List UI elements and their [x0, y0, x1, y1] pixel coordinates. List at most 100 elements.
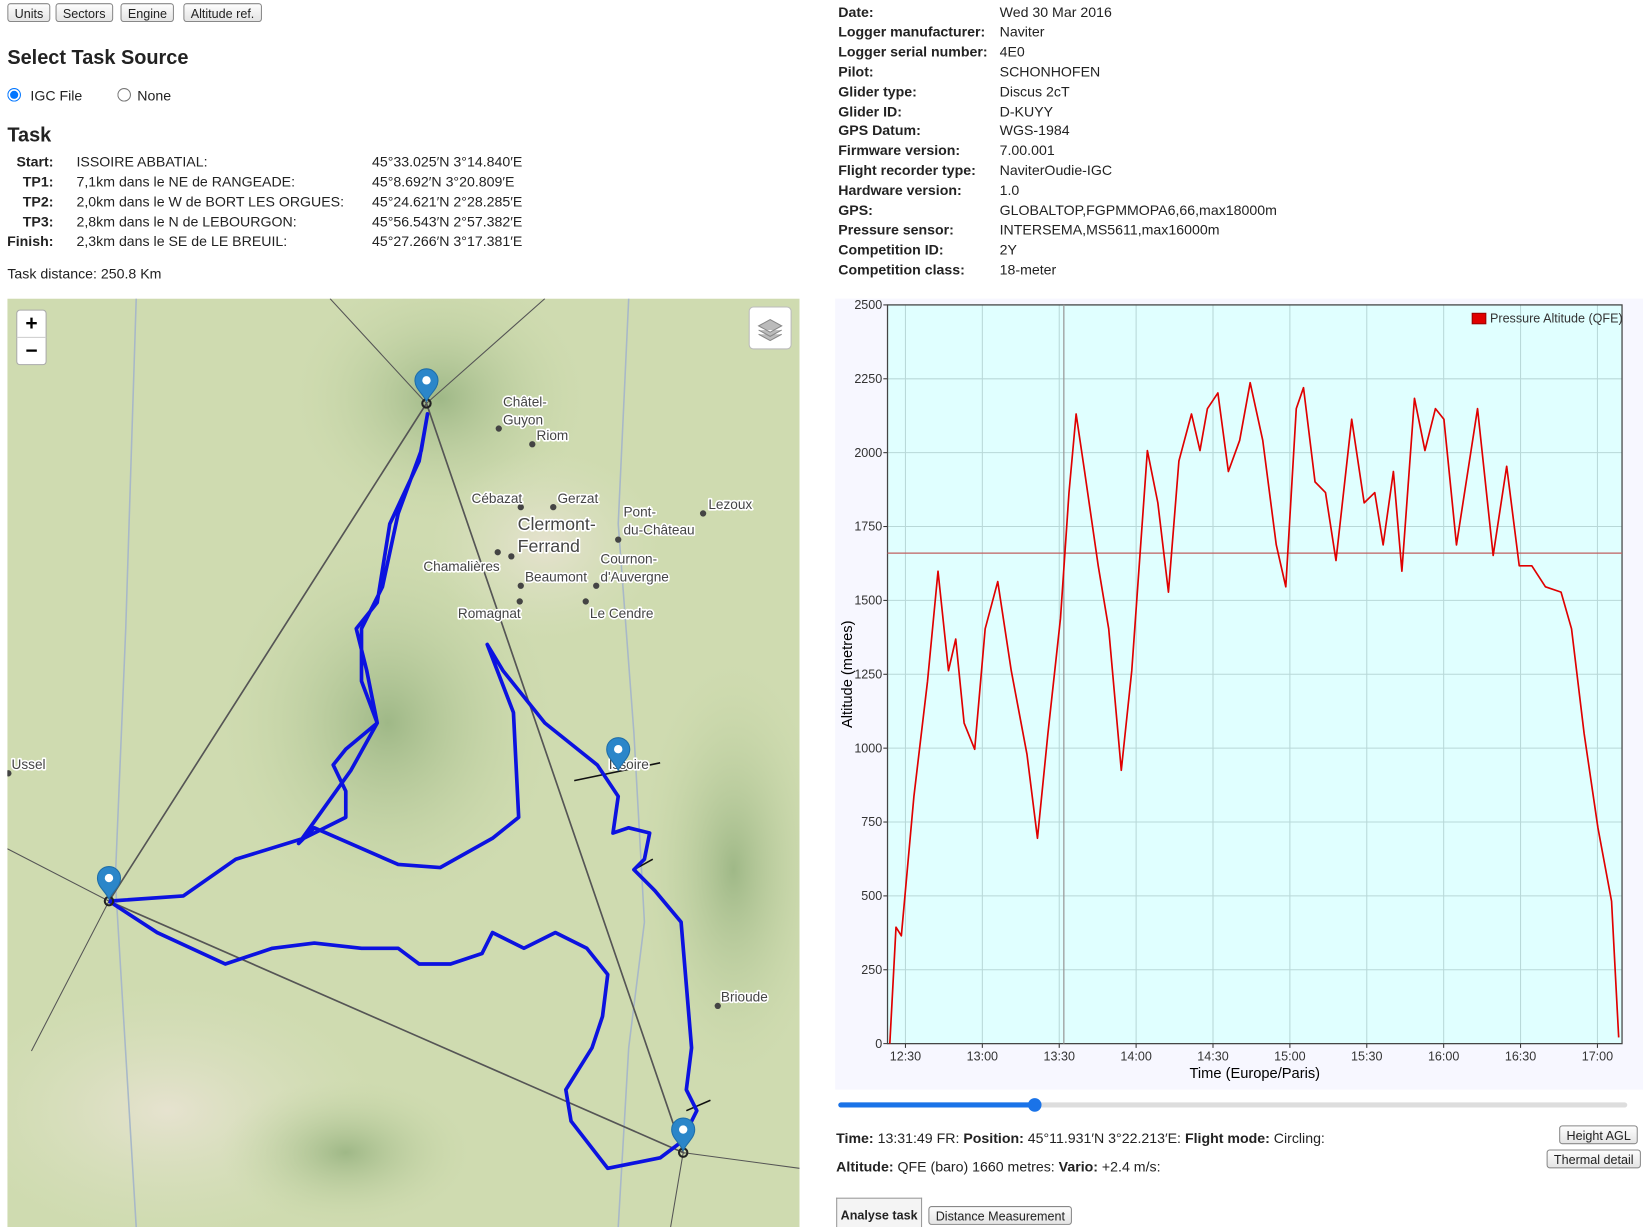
y-tick-label: 1750	[854, 520, 882, 534]
slider-fill	[838, 1102, 1036, 1108]
place-label: Châtel-	[503, 395, 547, 410]
info-label: Logger manufacturer:	[838, 23, 986, 40]
info-label: Competition class:	[838, 261, 965, 278]
status-label: Flight mode:	[1184, 1130, 1270, 1147]
status-label: Position:	[963, 1130, 1024, 1147]
info-label: GPS Datum:	[838, 123, 921, 139]
info-label: Flight recorder type:	[838, 162, 976, 179]
pin[interactable]	[606, 737, 631, 772]
info-label: Glider type:	[838, 83, 917, 100]
analyse-tab[interactable]: Analyse task	[836, 1197, 923, 1228]
x-tick-label: 15:30	[1351, 1049, 1382, 1063]
place-label: Le Cendre	[590, 606, 654, 621]
layers-control[interactable]	[748, 306, 792, 350]
status-value: QFE (baro) 1660 metres:	[897, 1158, 1055, 1175]
status-label: Vario:	[1058, 1158, 1098, 1175]
task-row-coords: 45°27.266′N 3°17.381′E	[371, 233, 523, 250]
pin[interactable]	[414, 368, 439, 409]
pin[interactable]	[96, 866, 122, 907]
y-tick-label: 0	[875, 1037, 882, 1051]
info-value: GLOBALTOP,FGPMMOPA6,66,max18000m	[999, 202, 1277, 218]
status-value: 45°11.931′N 3°22.213′E:	[1027, 1130, 1182, 1147]
place-label: Cournon-	[600, 552, 657, 567]
map[interactable]: Châtel- Guyon Riom Cébazat Gerzat Clermo…	[7, 298, 800, 1228]
zoom-control: + −	[16, 309, 47, 366]
igc-radio[interactable]	[7, 88, 21, 102]
task-row-name: 7,1km dans le NE de RANGEADE:	[76, 173, 296, 190]
x-axis-label: Time (Europe/Paris)	[1189, 1066, 1320, 1082]
info-label: Glider ID:	[838, 103, 902, 119]
place-label: Gerzat	[557, 491, 598, 506]
sectors-button[interactable]: Sectors	[55, 3, 113, 23]
info-label: GPS:	[838, 202, 873, 218]
place-dots	[7, 425, 721, 1010]
distance-tab[interactable]: Distance Measurement	[928, 1206, 1073, 1225]
plot-border	[886, 304, 1623, 1045]
info-label: Logger serial number:	[838, 43, 988, 60]
turnpoint-markers	[96, 368, 696, 1158]
place-label: Ferrand	[518, 536, 580, 556]
info-label: Pilot:	[838, 63, 874, 80]
info-value: WGS-1984	[999, 123, 1070, 139]
info-value: 1.0	[999, 182, 1020, 199]
y-axis-label: Altitude (metres)	[840, 621, 856, 729]
slider-knob[interactable]	[1027, 1098, 1042, 1112]
none-radio[interactable]	[117, 88, 131, 102]
task-triangle	[107, 401, 685, 1155]
info-label: Pressure sensor:	[838, 222, 954, 238]
terrain	[639, 660, 800, 1080]
place-label: Guyon	[503, 412, 543, 427]
info-value: 18-meter	[999, 261, 1057, 278]
terrain	[220, 1079, 472, 1226]
igc-label: IGC File	[30, 88, 83, 104]
info-label: Hardware version:	[838, 182, 962, 199]
status-line-2: Altitude: QFE (baro) 1660 metres: Vario:…	[836, 1159, 1160, 1175]
zoom-out[interactable]: −	[25, 339, 37, 362]
place-label: Ussel	[12, 757, 46, 772]
river	[114, 298, 138, 1228]
engine-button[interactable]: Engine	[120, 3, 175, 23]
place-label: Beaumont	[525, 570, 587, 585]
task-row-coords: 45°8.692′N 3°20.809′E	[371, 173, 515, 190]
info-value: SCHONHOFEN	[999, 63, 1101, 80]
thermal-detail-button[interactable]: Thermal detail	[1546, 1149, 1641, 1169]
y-tick-label: 1000	[854, 741, 882, 755]
y-tick-label: 2250	[854, 372, 882, 386]
status-label: Time:	[836, 1130, 874, 1147]
info-value: D-KUYY	[999, 103, 1054, 119]
task-row-name: 2,3km dans le SE de LE BREUIL:	[76, 233, 288, 250]
x-tick-label: 17:00	[1582, 1049, 1613, 1063]
x-tick-label: 15:00	[1274, 1049, 1305, 1063]
terrain	[220, 534, 556, 912]
place-label: Cébazat	[472, 491, 523, 506]
time-slider[interactable]	[838, 1098, 1628, 1112]
task-distance: Task distance: 250.8 Km	[7, 266, 162, 282]
x-tick-label: 16:00	[1428, 1049, 1459, 1063]
pin[interactable]	[671, 1117, 696, 1158]
status-label: Altitude:	[836, 1158, 894, 1175]
altitude-line	[888, 381, 1620, 1044]
place-label: Clermont-	[518, 514, 596, 534]
info-label: Date:	[838, 4, 874, 20]
y-tick-label: 500	[861, 889, 882, 903]
info-label: Firmware version:	[838, 142, 961, 159]
urban-area	[429, 450, 661, 640]
task-row-label: Start:	[16, 154, 54, 170]
zoom-in[interactable]: +	[25, 312, 37, 335]
height-agl-button[interactable]: Height AGL	[1559, 1125, 1639, 1145]
x-tick-label: 12:30	[890, 1049, 921, 1063]
info-label: Competition ID:	[838, 241, 944, 258]
y-tick-label: 750	[861, 815, 882, 829]
altitude-ref-button[interactable]: Altitude ref.	[183, 3, 262, 23]
status-value: 13:31:49 FR:	[877, 1130, 960, 1147]
place-label: Pont-	[623, 505, 656, 520]
task-row-coords: 45°33.025′N 3°14.840′E	[371, 154, 523, 170]
place-label: Brioude	[721, 990, 768, 1005]
place-label: d'Auvergne	[600, 570, 668, 585]
units-button[interactable]: Units	[7, 3, 51, 23]
place-label: du-Château	[623, 522, 694, 537]
task-row-label: TP2:	[22, 193, 54, 210]
x-tick-label: 13:30	[1044, 1049, 1075, 1063]
